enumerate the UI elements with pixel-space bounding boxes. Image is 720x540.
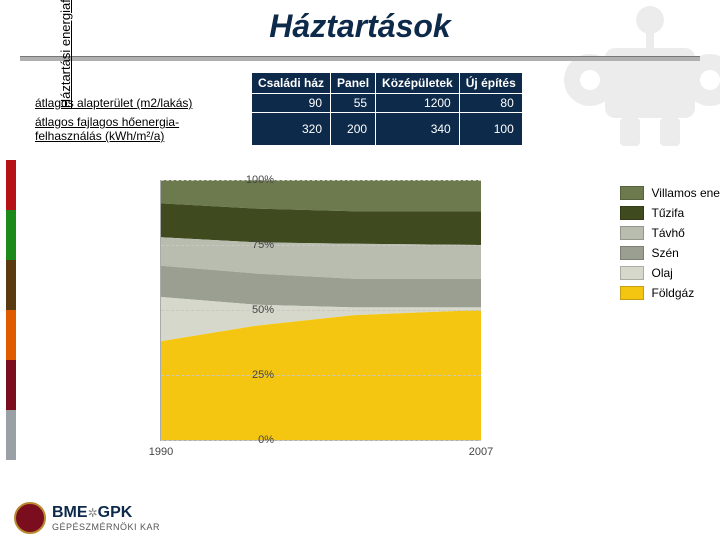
page-title: Háztartások <box>0 8 720 45</box>
gear-icon: ✲ <box>88 506 98 520</box>
page: Háztartások Családi ház Panel Középülete… <box>0 0 720 540</box>
legend-label: Szén <box>652 246 679 260</box>
ytick: 100% <box>234 174 274 186</box>
legend-swatch <box>620 286 644 300</box>
legend-item: Olaj <box>620 266 720 280</box>
logo-bme: BME <box>52 504 88 521</box>
cell: 80 <box>459 94 522 113</box>
cell: 1200 <box>376 94 460 113</box>
col-panel: Panel <box>331 73 376 94</box>
chart-wrap: 19902007 0%25%50%75%100% <box>100 170 600 490</box>
col-csaladi: Családi ház <box>252 73 331 94</box>
legend-swatch <box>620 266 644 280</box>
cell: 100 <box>459 113 522 146</box>
legend-item: Villamos energia <box>620 186 720 200</box>
xtick: 2007 <box>469 446 493 458</box>
table-row: átlagos alapterület (m2/lakás) 90 55 120… <box>29 94 523 113</box>
legend-item: Tűzifa <box>620 206 720 220</box>
legend-label: Távhő <box>652 226 685 240</box>
legend-item: Szén <box>620 246 720 260</box>
legend-swatch <box>620 246 644 260</box>
legend-label: Olaj <box>652 266 673 280</box>
cell: 340 <box>376 113 460 146</box>
ytick: 75% <box>234 239 274 251</box>
area-chart: 19902007 <box>160 180 481 441</box>
ytick: 50% <box>234 304 274 316</box>
xtick: 1990 <box>149 446 173 458</box>
col-ujepites: Új építés <box>459 73 522 94</box>
logo-gpk: GPK <box>98 504 133 521</box>
legend-label: Tűzifa <box>652 206 685 220</box>
legend-item: Földgáz <box>620 286 720 300</box>
legend-swatch <box>620 186 644 200</box>
table-header-row: Családi ház Panel Középületek Új építés <box>29 73 523 94</box>
ytick: 0% <box>234 434 274 446</box>
cell: 320 <box>252 113 331 146</box>
legend-label: Villamos energia <box>652 186 720 200</box>
logo-subtitle: GÉPÉSZMÉRNÖKI KAR <box>52 522 160 532</box>
ytick: 25% <box>234 369 274 381</box>
crest-icon <box>14 502 46 534</box>
title-rule <box>20 56 700 61</box>
legend-item: Távhő <box>620 226 720 240</box>
legend-swatch <box>620 206 644 220</box>
bme-logo: BME✲GPK GÉPÉSZMÉRNÖKI KAR <box>14 502 160 534</box>
side-stripes <box>6 160 16 460</box>
chart-ylabel: Háztartási energiafelhasználás, % <box>58 0 76 170</box>
logo-text: BME✲GPK GÉPÉSZMÉRNÖKI KAR <box>52 504 160 532</box>
table-row: átlagos fajlagos hőenergia-felhasználás … <box>29 113 523 146</box>
data-table: Családi ház Panel Középületek Új építés … <box>28 72 523 146</box>
cell: 200 <box>331 113 376 146</box>
legend-swatch <box>620 226 644 240</box>
cell: 55 <box>331 94 376 113</box>
legend-label: Földgáz <box>652 286 695 300</box>
chart-legend: Villamos energia Tűzifa Távhő Szén Olaj Földg… <box>620 180 720 306</box>
cell: 90 <box>252 94 331 113</box>
col-kozepuletek: Középületek <box>376 73 460 94</box>
